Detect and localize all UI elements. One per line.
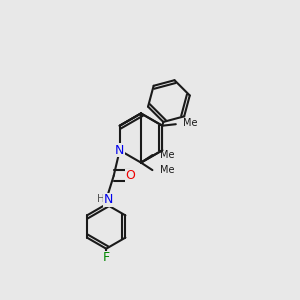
Text: Me: Me [183, 118, 198, 128]
Text: N: N [115, 144, 124, 157]
Text: F: F [103, 251, 110, 264]
Text: H: H [97, 194, 105, 204]
Text: Me: Me [160, 165, 174, 175]
Text: Me: Me [160, 150, 174, 160]
Text: O: O [125, 169, 135, 182]
Text: N: N [104, 193, 113, 206]
